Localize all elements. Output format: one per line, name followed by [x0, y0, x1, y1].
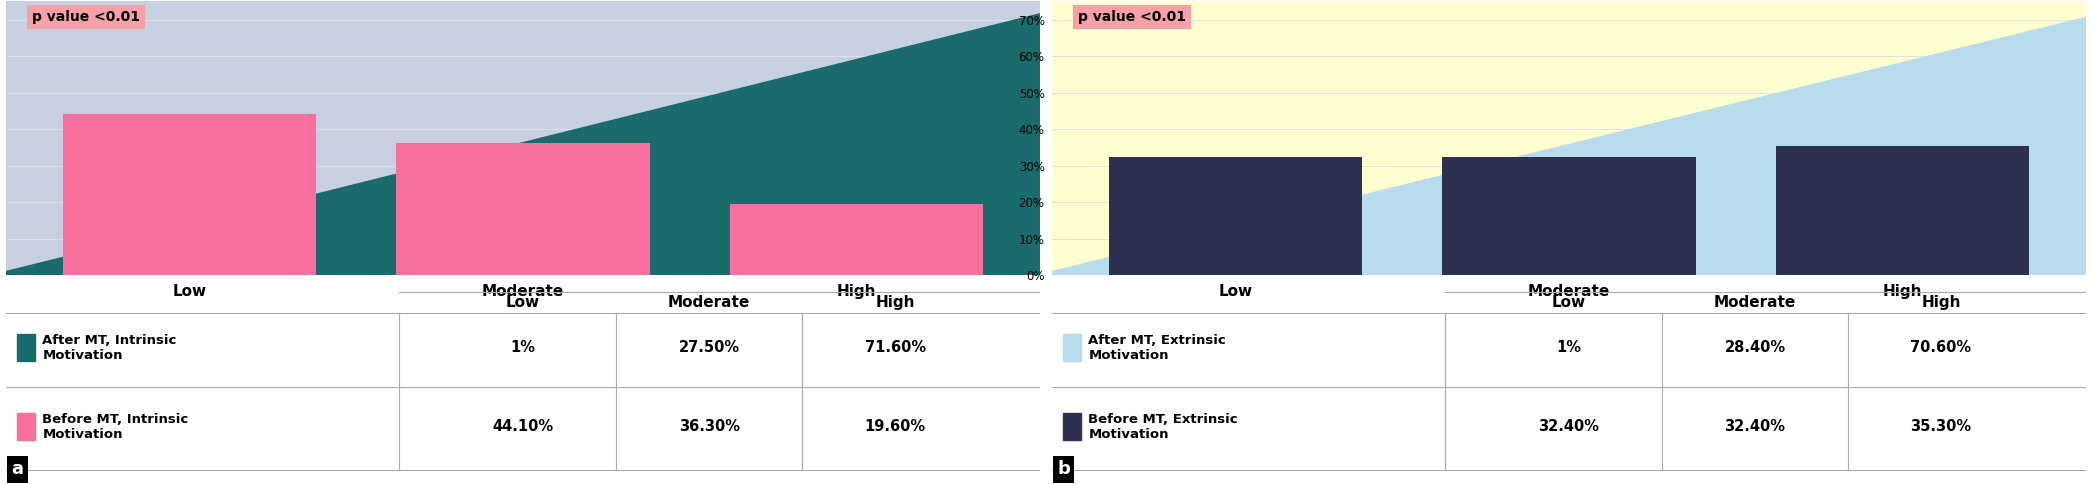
Text: p value <0.01: p value <0.01	[31, 10, 140, 24]
Text: b: b	[1056, 460, 1071, 478]
Text: 35.30%: 35.30%	[1910, 419, 1971, 434]
Text: After MT, Intrinsic
Motivation: After MT, Intrinsic Motivation	[42, 334, 178, 362]
Bar	[730, 204, 983, 275]
Text: p value <0.01: p value <0.01	[1077, 10, 1186, 24]
Bar	[17, 413, 36, 440]
Polygon shape	[6, 14, 1040, 275]
Text: High: High	[1920, 295, 1960, 310]
Text: a: a	[10, 460, 23, 478]
Bar	[1063, 334, 1082, 361]
Text: High: High	[874, 295, 914, 310]
Text: Moderate: Moderate	[667, 295, 751, 310]
Text: 36.30%: 36.30%	[678, 419, 741, 434]
Text: 19.60%: 19.60%	[864, 419, 925, 434]
Text: 70.60%: 70.60%	[1910, 340, 1971, 355]
Text: Low: Low	[1552, 295, 1586, 310]
Text: 1%: 1%	[510, 340, 536, 355]
Bar	[63, 114, 316, 275]
Bar	[395, 143, 651, 275]
Bar	[1441, 157, 1697, 275]
Text: 32.40%: 32.40%	[1538, 419, 1600, 434]
Bar	[1063, 413, 1082, 440]
Bar	[1109, 157, 1362, 275]
Polygon shape	[1052, 17, 2086, 275]
Text: 71.60%: 71.60%	[864, 340, 925, 355]
Text: 27.50%: 27.50%	[678, 340, 741, 355]
Text: Moderate: Moderate	[1713, 295, 1797, 310]
Text: Before MT, Extrinsic
Motivation: Before MT, Extrinsic Motivation	[1088, 412, 1238, 440]
Text: After MT, Extrinsic
Motivation: After MT, Extrinsic Motivation	[1088, 334, 1226, 362]
Bar	[17, 334, 36, 361]
Bar	[1776, 146, 2029, 275]
Text: Low: Low	[506, 295, 540, 310]
Text: 1%: 1%	[1556, 340, 1582, 355]
Text: 44.10%: 44.10%	[492, 419, 554, 434]
Text: 28.40%: 28.40%	[1724, 340, 1787, 355]
Text: 32.40%: 32.40%	[1724, 419, 1784, 434]
Text: Before MT, Intrinsic
Motivation: Before MT, Intrinsic Motivation	[42, 412, 188, 440]
